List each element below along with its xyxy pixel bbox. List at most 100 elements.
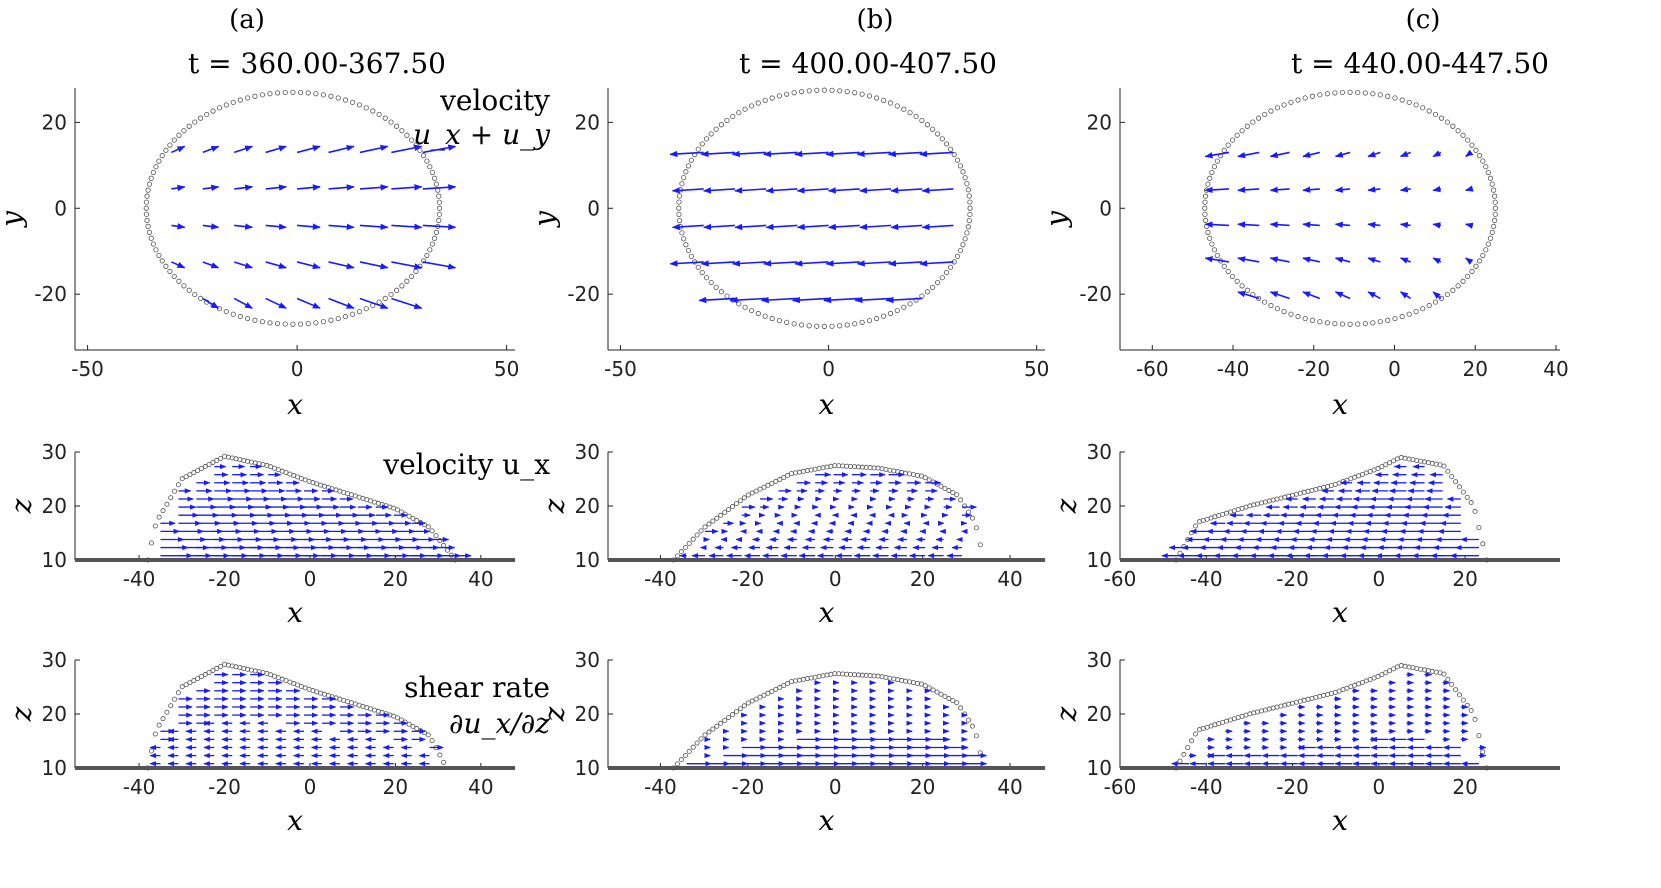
profile-marker — [175, 482, 181, 488]
profile-marker — [910, 680, 916, 686]
profile-marker — [1429, 460, 1435, 466]
velocity-arrow — [265, 261, 287, 269]
profile-marker — [938, 483, 944, 489]
x-tick-label: -60 — [1104, 567, 1137, 591]
boundary-marker — [244, 315, 251, 322]
boundary-marker — [1262, 299, 1268, 305]
profile-marker — [792, 678, 798, 684]
y-tick-label: 10 — [575, 756, 600, 780]
velocity-arrow — [890, 223, 923, 231]
boundary-marker — [356, 308, 363, 315]
boundary-marker — [1288, 311, 1294, 317]
boundary-marker — [335, 95, 341, 101]
boundary-marker — [216, 306, 223, 312]
y-axis-label: z — [1050, 498, 1083, 514]
velocity-arrow — [671, 187, 704, 194]
boundary-marker — [919, 117, 925, 124]
boundary-marker — [943, 269, 950, 276]
profile-marker — [1177, 550, 1183, 556]
boundary-marker — [429, 241, 435, 247]
profile-marker — [395, 507, 401, 513]
profile-marker — [152, 523, 158, 529]
profile-marker — [765, 482, 771, 488]
profile-marker — [202, 464, 208, 470]
x-tick-label: 40 — [468, 775, 493, 799]
velocity-arrow — [359, 144, 389, 154]
y-tick-label: 20 — [575, 494, 600, 518]
profile-marker — [769, 480, 775, 486]
velocity-arrow — [391, 184, 423, 191]
x-tick-label: -20 — [732, 567, 765, 591]
profile-marker — [977, 750, 983, 756]
boundary-marker — [394, 123, 400, 129]
boundary-marker — [1480, 252, 1486, 259]
profile-marker — [796, 469, 802, 475]
y-axis-label: y — [1040, 210, 1073, 229]
profile-marker — [441, 542, 447, 548]
profile-marker — [1414, 665, 1420, 671]
velocity-arrow — [328, 184, 355, 191]
velocity-arrow — [233, 261, 254, 269]
profile-marker — [168, 703, 174, 709]
boundary-marker — [399, 283, 405, 289]
boundary-marker — [148, 175, 154, 181]
profile-marker — [730, 504, 736, 510]
boundary-marker — [1480, 158, 1486, 164]
boundary-marker — [1392, 315, 1398, 322]
profile-marker — [950, 490, 956, 496]
profile-marker — [800, 676, 806, 682]
velocity-arrow — [765, 223, 798, 231]
boundary-marker — [1487, 235, 1494, 241]
boundary-marker — [297, 321, 304, 327]
velocity-arrow — [391, 261, 423, 270]
profile-marker — [1484, 765, 1490, 771]
profile-marker — [710, 726, 716, 732]
x-tick-label: 20 — [910, 775, 935, 799]
boundary-marker — [1444, 291, 1450, 298]
profile-marker — [726, 506, 732, 512]
boundary-marker — [313, 320, 319, 326]
profile-marker — [773, 686, 779, 692]
profile-marker — [1390, 666, 1396, 672]
x-tick-label: -20 — [208, 775, 241, 799]
boundary-marker — [683, 169, 689, 175]
boundary-marker — [1450, 123, 1456, 129]
boundary-marker — [408, 137, 415, 143]
boundary-marker — [290, 321, 296, 327]
profile-marker — [398, 717, 404, 723]
boundary-marker — [1426, 302, 1432, 309]
profile-marker — [910, 472, 916, 478]
boundary-marker — [274, 90, 281, 96]
panel-a3: -40 -20 0 20 40 10 20 30 x z — [5, 648, 515, 837]
boundary-marker — [685, 163, 692, 169]
boundary-marker — [1225, 268, 1231, 275]
profile-marker — [445, 547, 451, 553]
boundary-marker — [930, 126, 936, 132]
profile-marker — [930, 479, 936, 485]
profile-marker — [214, 665, 220, 671]
profile-marker — [745, 700, 751, 706]
boundary-marker — [290, 89, 296, 95]
boundary-marker — [433, 181, 439, 187]
profile-marker — [753, 488, 759, 494]
y-tick-label: 30 — [575, 440, 600, 464]
profile-marker — [710, 518, 716, 524]
boundary-marker — [163, 147, 169, 153]
profile-marker — [1464, 494, 1470, 500]
profile-marker — [1402, 663, 1408, 669]
profile-marker — [1406, 664, 1412, 670]
profile-marker — [1425, 460, 1431, 466]
velocity-arrow — [794, 150, 829, 158]
profile-marker — [891, 676, 897, 682]
boundary-marker — [935, 131, 941, 137]
panel-b2: -40 -20 0 20 40 10 20 30 x z — [538, 440, 1045, 629]
row3-label-line2: ∂u_x/∂z — [449, 707, 550, 740]
profile-marker — [183, 474, 189, 480]
boundary-marker — [408, 273, 415, 280]
boundary-marker — [216, 105, 223, 111]
col-c-time: t = 440.00-447.50 — [1291, 47, 1549, 80]
boundary-marker — [1302, 95, 1308, 101]
boundary-marker — [404, 132, 410, 138]
boundary-marker — [769, 315, 775, 322]
profile-marker — [828, 463, 834, 469]
